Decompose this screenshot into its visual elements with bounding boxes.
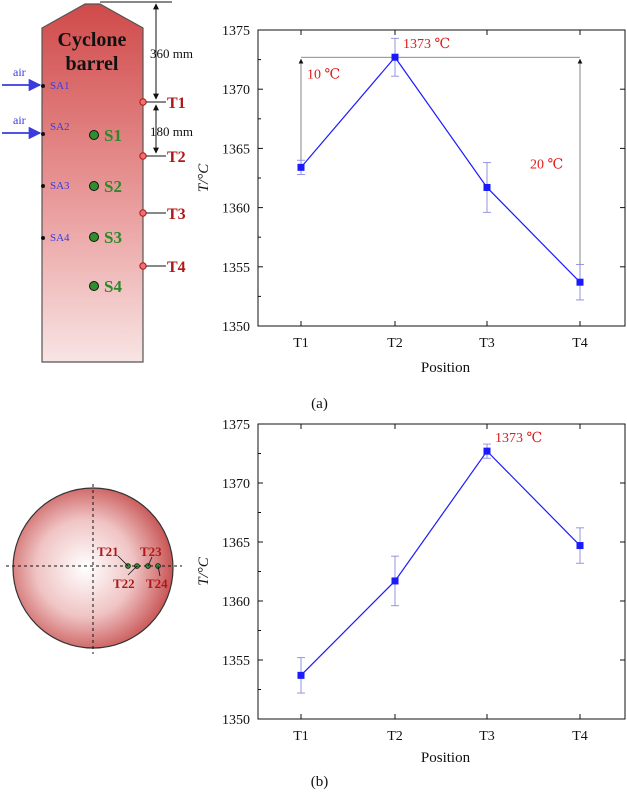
chartb-ytick-label-5: 1375 bbox=[222, 418, 250, 433]
port-dot-sa4 bbox=[41, 236, 45, 240]
charta-data-point-0 bbox=[297, 163, 305, 171]
sample-dot-s2 bbox=[89, 181, 99, 191]
charta-data-point-2 bbox=[483, 183, 491, 191]
barrel-title-line2: barrel bbox=[66, 53, 119, 75]
chartb-data-point-3 bbox=[576, 542, 584, 550]
chart-panel-b: 1350 1355 1360 1365 1370 1375 T1 T2 T3 T4 Position… bbox=[196, 418, 626, 790]
chartb-xtick-label-3: T4 bbox=[572, 729, 588, 744]
charta-xlabel: Position bbox=[421, 360, 471, 376]
charta-data-point-3 bbox=[576, 278, 584, 286]
probe-label-t4: T4 bbox=[167, 259, 186, 276]
charta-series-line bbox=[300, 56, 581, 283]
chartb-data-point-2 bbox=[483, 447, 491, 455]
cyclone-schematic: Cyclone barrel air air SA1 SA2 SA3 SA4 S… bbox=[2, 1, 193, 363]
charta-ytick-label-0: 1350 bbox=[222, 320, 250, 335]
chartb-ylabel: T/°C bbox=[196, 556, 212, 586]
charta-ytick-label-1: 1355 bbox=[222, 261, 250, 276]
probe-dot-t3 bbox=[139, 209, 147, 217]
air-label-2: air bbox=[13, 113, 26, 127]
port-dot-sa3 bbox=[41, 184, 45, 188]
charta-xtick-label-2: T3 bbox=[479, 336, 495, 351]
point-label-t21: T21 bbox=[97, 544, 119, 559]
chartb-peak-label: 1373 ℃ bbox=[495, 431, 542, 446]
chartb-ytick-label-4: 1370 bbox=[222, 477, 250, 492]
chartb-ytick-label-2: 1360 bbox=[222, 595, 250, 610]
port-label-sa4: SA4 bbox=[50, 232, 70, 244]
sample-label-s4: S4 bbox=[104, 277, 122, 296]
barrel-title-line1: Cyclone bbox=[58, 29, 127, 51]
chartb-plot-frame bbox=[257, 423, 626, 720]
chartb-ytick-label-1: 1355 bbox=[222, 654, 250, 669]
point-label-t23: T23 bbox=[140, 544, 162, 559]
chart-panel-a: 1350 1355 1360 1365 1370 1375 T1 T2 T3 T4 Position… bbox=[196, 24, 626, 412]
probe-dot-t1 bbox=[139, 98, 147, 106]
port-dot-sa1 bbox=[41, 84, 45, 88]
cross-section: T21 T22 T23 T24 bbox=[6, 484, 182, 654]
dim-mid-label: 180 mm bbox=[150, 124, 193, 139]
charta-ytick-label-2: 1360 bbox=[222, 202, 250, 217]
charta-ytick-label-3: 1365 bbox=[222, 142, 250, 157]
charta-ylabel: T/°C bbox=[196, 163, 212, 193]
chartb-data-point-1 bbox=[391, 577, 399, 585]
leader-t24 bbox=[157, 565, 161, 577]
port-label-sa2: SA2 bbox=[50, 121, 70, 133]
chartb-panel-label: (b) bbox=[311, 774, 329, 790]
probe-label-t1: T1 bbox=[167, 95, 186, 112]
chartb-xlabel: Position bbox=[421, 750, 471, 766]
point-label-t22: T22 bbox=[113, 576, 135, 591]
port-label-sa3: SA3 bbox=[50, 180, 70, 192]
charta-left-diff-label: 10 ℃ bbox=[307, 68, 340, 83]
chartb-data-point-0 bbox=[297, 671, 305, 679]
leader-t22 bbox=[127, 565, 138, 576]
charta-ytick-label-5: 1375 bbox=[222, 24, 250, 39]
charta-data-point-1 bbox=[391, 53, 399, 61]
chartb-xtick-label-2: T3 bbox=[479, 729, 495, 744]
chartb-xtick-label-1: T2 bbox=[387, 729, 403, 744]
chartb-ytick-label-0: 1350 bbox=[222, 713, 250, 728]
port-label-sa1: SA1 bbox=[50, 80, 70, 92]
sample-dot-s4 bbox=[89, 281, 99, 291]
leader-t23 bbox=[147, 556, 153, 567]
charta-right-diff-label: 20 ℃ bbox=[530, 158, 563, 173]
air-label-1: air bbox=[13, 65, 26, 79]
sample-label-s2: S2 bbox=[104, 177, 122, 196]
port-dot-sa2 bbox=[41, 132, 45, 136]
probe-dot-t4 bbox=[139, 262, 147, 270]
probe-label-t3: T3 bbox=[167, 206, 186, 223]
charta-xtick-label-3: T4 bbox=[572, 336, 588, 351]
charta-panel-label: (a) bbox=[311, 396, 328, 412]
probe-label-t2: T2 bbox=[167, 149, 186, 166]
sample-label-s1: S1 bbox=[104, 126, 122, 145]
chartb-xtick-label-0: T1 bbox=[293, 729, 309, 744]
charta-ytick-label-4: 1370 bbox=[222, 83, 250, 98]
point-label-t24: T24 bbox=[146, 576, 168, 591]
charta-peak-label: 1373 ℃ bbox=[403, 37, 450, 52]
charta-xtick-label-1: T2 bbox=[387, 336, 403, 351]
sample-dot-s1 bbox=[89, 130, 99, 140]
sample-dot-s3 bbox=[89, 232, 99, 242]
chartb-series-line bbox=[300, 450, 581, 676]
chartb-ytick-label-3: 1365 bbox=[222, 536, 250, 551]
probe-dot-t2 bbox=[139, 152, 147, 160]
charta-xtick-label-0: T1 bbox=[293, 336, 309, 351]
sample-label-s3: S3 bbox=[104, 228, 122, 247]
leader-t21 bbox=[117, 555, 129, 567]
dim-top-label: 360 mm bbox=[150, 46, 193, 61]
